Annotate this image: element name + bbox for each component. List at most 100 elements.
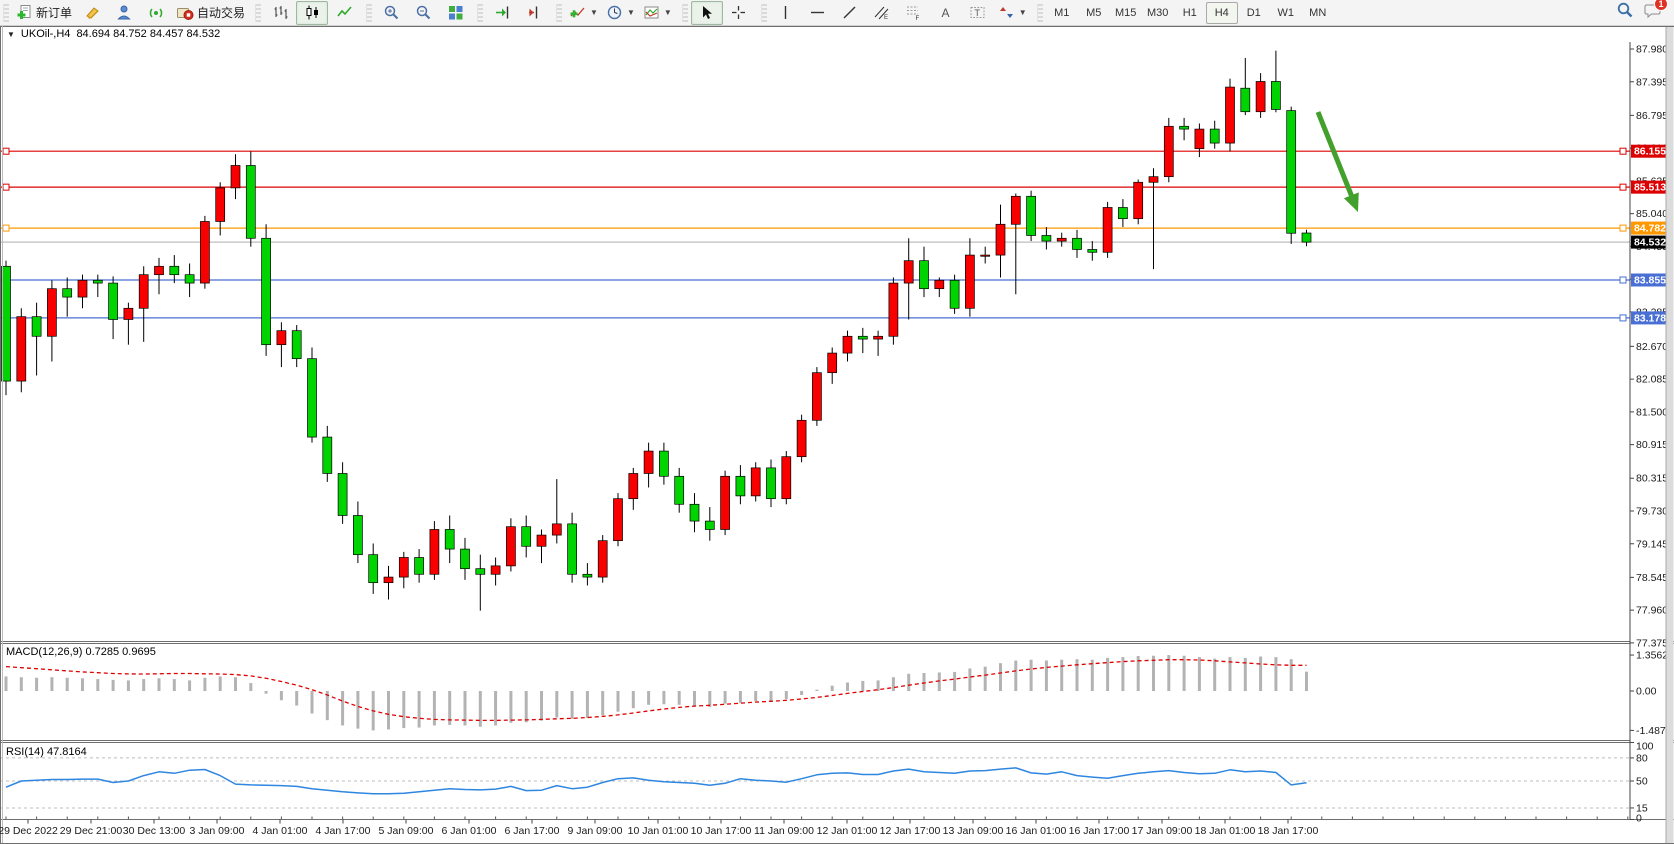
date-label: 6 Jan 01:00 <box>442 825 497 837</box>
candle-body <box>1102 207 1113 253</box>
trendline-button[interactable] <box>834 1 866 25</box>
candle-body <box>92 279 103 284</box>
line-anchor-handle[interactable] <box>1619 147 1627 155</box>
bar-chart-button[interactable] <box>264 1 296 25</box>
horizontal-line-button[interactable] <box>802 1 834 25</box>
chevron-down-icon[interactable]: ▼ <box>1018 8 1027 17</box>
timeframe-d1-button[interactable]: D1 <box>1246 6 1261 19</box>
timeframe-m15-button[interactable]: M15 <box>1115 6 1137 19</box>
line-anchor-handle[interactable] <box>1619 224 1627 232</box>
auto-scroll-button[interactable] <box>486 1 518 25</box>
text-label-button[interactable]: T <box>962 1 994 25</box>
line-anchor-handle[interactable] <box>2 183 10 191</box>
periods-icon <box>606 4 623 21</box>
line-anchor-handle[interactable] <box>2 224 10 232</box>
notifications-button[interactable]: 1 <box>1644 0 1668 24</box>
chevron-down-icon[interactable]: ▼ <box>663 8 672 17</box>
search-button[interactable] <box>1616 1 1634 24</box>
tile-windows-button[interactable] <box>439 1 471 25</box>
line-anchor-handle[interactable] <box>2 147 10 155</box>
arrows-button[interactable]: ▼ <box>994 1 1031 25</box>
macd-histogram-bar <box>631 691 635 709</box>
templates-button[interactable]: ▼ <box>639 1 676 25</box>
zoom-in-button[interactable] <box>375 1 407 25</box>
text-button[interactable]: A <box>930 1 962 25</box>
new-chart-button[interactable] <box>76 1 108 25</box>
candle-body <box>842 335 853 354</box>
timeframe-group: M1 M5 M15 M30 H1 H4 D1 W1 MN <box>1034 0 1337 26</box>
auto-trading-button[interactable]: 自动交易 <box>172 1 249 25</box>
line-chart-button[interactable] <box>328 1 360 25</box>
candle-body <box>368 554 379 584</box>
timeframe-h1-button[interactable]: H1 <box>1182 6 1197 19</box>
market-watch-button[interactable] <box>108 1 140 25</box>
price-tick-label: 82.670 <box>1636 341 1668 353</box>
auto-trading-label: 自动交易 <box>197 6 246 20</box>
macd-histogram-bar <box>478 691 482 727</box>
chevron-down-icon[interactable]: ▼ <box>590 8 598 17</box>
line-anchor-handle[interactable] <box>1619 183 1627 191</box>
macd-histogram-bar <box>1182 655 1186 691</box>
indicators-button[interactable]: ▼ <box>565 1 602 25</box>
crosshair-button[interactable] <box>723 1 755 25</box>
candle-body <box>766 467 776 500</box>
timeframe-m5-button[interactable]: M5 <box>1086 6 1102 19</box>
price-badge-label: 86.155 <box>1634 146 1666 158</box>
candlestick-chart-button[interactable] <box>296 0 329 25</box>
zoom-out-button[interactable] <box>407 1 439 25</box>
price-chart[interactable]: 87.98087.39586.79586.21085.62585.04084.4… <box>0 26 1674 844</box>
fibonacci-button[interactable]: F <box>898 1 930 25</box>
candle-body <box>628 473 639 500</box>
collapse-triangle-icon[interactable]: ▼ <box>7 29 15 39</box>
macd-axis-label: -1.4871 <box>1636 725 1672 737</box>
rsi-axis-label: 100 <box>1636 741 1654 753</box>
macd-histogram-bar <box>616 691 620 712</box>
signals-button[interactable] <box>140 1 172 25</box>
chevron-down-icon[interactable]: ▼ <box>626 8 635 17</box>
timeframe-m1-button[interactable]: M1 <box>1054 6 1070 19</box>
candle-body <box>827 352 838 374</box>
macd-histogram-bar <box>524 691 528 723</box>
price-badge <box>1631 311 1669 325</box>
candle-body <box>536 534 547 547</box>
down-arrow-annotation[interactable] <box>1315 111 1356 202</box>
candle-body <box>506 526 516 567</box>
macd-histogram-bar <box>387 691 390 730</box>
date-label: 18 Jan 01:00 <box>1195 825 1256 837</box>
macd-histogram-bar <box>1075 659 1079 691</box>
periods-button[interactable]: ▼ <box>602 1 639 25</box>
candle-body <box>1240 87 1251 113</box>
new-order-button[interactable]: 新订单 <box>12 1 76 25</box>
tile-windows-icon <box>447 4 464 21</box>
candle-body <box>659 450 669 477</box>
macd-histogram-bar <box>157 678 161 691</box>
price-badge <box>1631 144 1669 158</box>
timeframe-w1-button[interactable]: W1 <box>1277 6 1294 19</box>
chart-shift-button[interactable] <box>518 1 550 25</box>
date-label: 10 Jan 17:00 <box>691 825 752 837</box>
line-anchor-handle[interactable] <box>1619 314 1627 322</box>
timeframe-h4-button[interactable]: H4 <box>1205 1 1238 24</box>
new-order-icon <box>16 4 33 21</box>
autotrade-icon <box>176 4 194 21</box>
cursor-button[interactable] <box>690 0 723 25</box>
price-badge-label: 83.855 <box>1634 275 1666 287</box>
chart-window[interactable]: ▼ UKOil-,H4 84.694 84.752 84.457 84.532 … <box>0 26 1674 844</box>
vertical-line-button[interactable] <box>770 1 802 25</box>
shapes-icon <box>998 4 1015 21</box>
timeframe-m30-button[interactable]: M30 <box>1147 6 1169 19</box>
macd-histogram-bar <box>494 691 498 726</box>
line-anchor-handle[interactable] <box>1619 276 1627 284</box>
candle-body <box>154 265 164 276</box>
candle-body <box>383 576 394 584</box>
candle-body <box>1194 128 1205 150</box>
equidistant-channel-button[interactable]: E <box>866 1 898 25</box>
price-tick-label: 80.915 <box>1636 439 1668 451</box>
timeframe-mn-button[interactable]: MN <box>1309 6 1327 19</box>
price-tick-label: 82.085 <box>1636 374 1668 386</box>
macd-histogram-bar <box>417 691 421 728</box>
chart-title: ▼ UKOil-,H4 84.694 84.752 84.457 84.532 <box>7 28 220 40</box>
macd-histogram-bar <box>540 691 543 721</box>
candle-body <box>31 316 42 337</box>
